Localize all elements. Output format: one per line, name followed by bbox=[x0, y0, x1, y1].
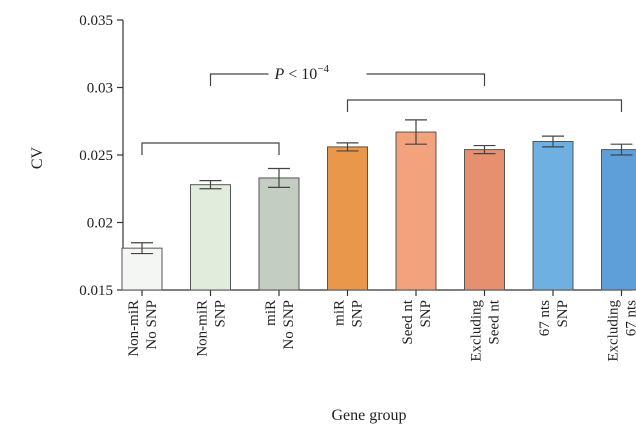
x-tick-label: Seed nt SNP bbox=[400, 299, 434, 344]
bar bbox=[190, 184, 231, 291]
x-tick-label-line1: miR bbox=[263, 300, 279, 326]
x-axis-title: Gene group bbox=[331, 407, 406, 424]
y-axis-title: CV bbox=[29, 146, 46, 169]
x-tick-label-line2: 67 nts bbox=[624, 300, 636, 336]
bar bbox=[327, 146, 368, 291]
x-tick-label: Non-miR No SNP bbox=[126, 300, 160, 357]
x-tick-label: 67 nts SNP bbox=[537, 300, 571, 336]
x-tick-label: Excluding Seed nt bbox=[469, 299, 503, 361]
x-tick-label-line2: Seed nt bbox=[487, 299, 503, 344]
p-value-label: P < 10−4 bbox=[274, 63, 330, 83]
y-tick-label: 0.035 bbox=[79, 13, 113, 29]
x-tick-label-line1: miR bbox=[332, 300, 348, 326]
x-tick-label: miR SNP bbox=[332, 300, 366, 328]
x-tick-label-line2: No SNP bbox=[144, 300, 160, 350]
x-tick-label-line1: Non-miR bbox=[195, 300, 211, 357]
top-bracket-left bbox=[209, 73, 269, 86]
bar bbox=[395, 131, 437, 291]
bar bbox=[121, 247, 163, 291]
x-tick-label-line2: SNP bbox=[350, 300, 366, 328]
right-bracket bbox=[346, 99, 623, 112]
x-tick-label-line1: Excluding bbox=[606, 300, 622, 362]
x-tick-label: Non-miR SNP bbox=[195, 300, 229, 357]
x-tick-label-line2: No SNP bbox=[281, 300, 297, 350]
y-tick-label: 0.03 bbox=[87, 81, 113, 97]
y-tick-label: 0.015 bbox=[79, 283, 113, 299]
x-tick-label-line2: SNP bbox=[213, 300, 229, 328]
bar bbox=[532, 141, 574, 291]
x-tick-label-line2: SNP bbox=[555, 300, 571, 328]
x-tick-label-line1: Excluding bbox=[469, 300, 485, 362]
x-tick-label-line1: Non-miR bbox=[126, 300, 142, 357]
top-bracket-right bbox=[366, 73, 486, 86]
x-tick-label-line1: 67 nts bbox=[537, 300, 553, 336]
bar bbox=[464, 149, 505, 291]
significance-annotations: P < 10−4 bbox=[141, 63, 623, 155]
x-tick-label: Excluding 67 nts bbox=[606, 300, 636, 362]
bar bbox=[601, 149, 636, 291]
bar bbox=[258, 177, 300, 291]
x-tick-label: miR No SNP bbox=[263, 300, 297, 350]
bars bbox=[121, 119, 636, 291]
left-bracket bbox=[141, 142, 280, 155]
y-tick-label: 0.025 bbox=[79, 148, 113, 164]
x-tick-label-line2: SNP bbox=[418, 300, 434, 328]
x-tick-label-line1: Seed nt bbox=[400, 299, 416, 344]
y-tick-label: 0.02 bbox=[87, 216, 113, 232]
